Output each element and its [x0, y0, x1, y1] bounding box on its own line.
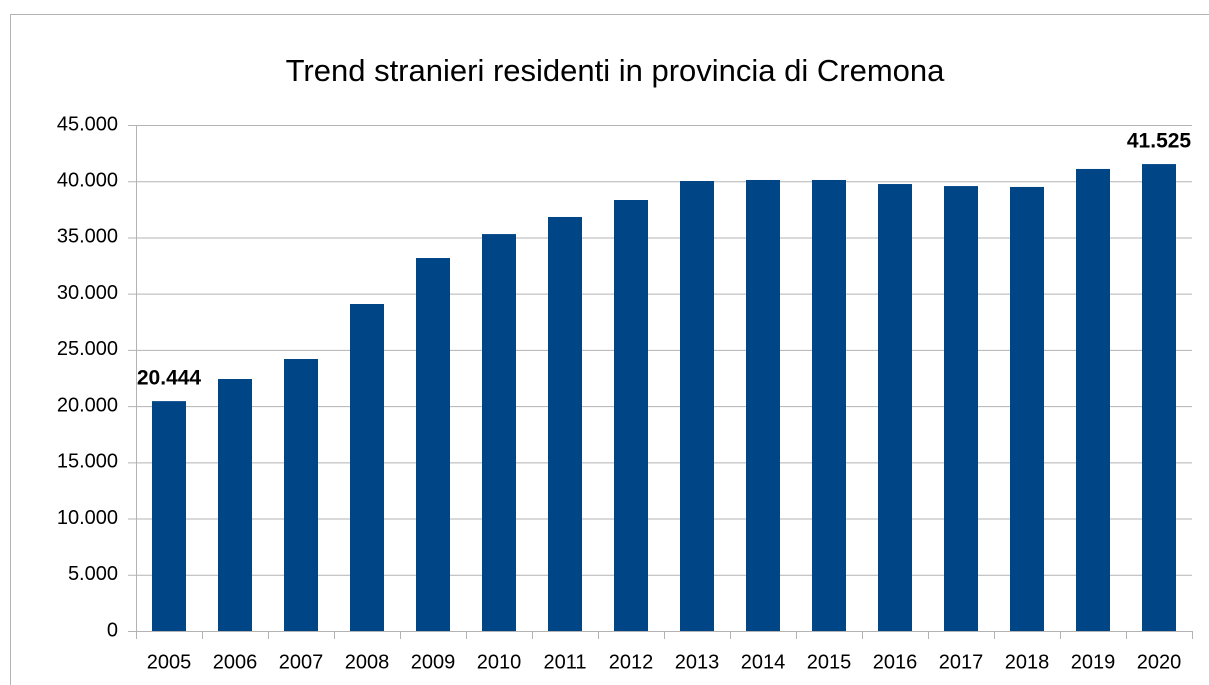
bar [680, 180, 714, 632]
y-tick-label: 40.000 [57, 170, 118, 192]
chart-title: Trend stranieri residenti in provincia d… [286, 53, 946, 88]
x-tick-label: 2020 [1137, 651, 1182, 673]
y-tick-label: 45.000 [57, 113, 118, 135]
x-tick-label: 2008 [345, 651, 390, 673]
x-tick-label: 2006 [213, 651, 258, 673]
x-tick-label: 2016 [873, 651, 918, 673]
x-tick-label: 2009 [411, 651, 456, 673]
y-tick-label: 35.000 [57, 226, 118, 248]
y-tick-label: 10.000 [57, 507, 118, 529]
y-tick-label: 30.000 [57, 282, 118, 304]
y-tick-label: 25.000 [57, 338, 118, 360]
x-tick-label: 2013 [675, 651, 720, 673]
x-tick-label: 2007 [279, 651, 324, 673]
bar [152, 401, 186, 631]
bar [284, 358, 318, 631]
x-tick-label: 2017 [939, 651, 984, 673]
bar [1142, 164, 1176, 631]
x-tick-label: 2014 [741, 651, 786, 673]
chart-border [10, 14, 1209, 685]
bar [746, 179, 780, 631]
bar [1010, 186, 1044, 631]
bar [812, 179, 846, 631]
x-tick-label: 2010 [477, 651, 522, 673]
y-tick-label: 20.000 [57, 394, 118, 416]
y-tick-label: 15.000 [57, 451, 118, 473]
bar [218, 379, 252, 631]
bar [548, 216, 582, 631]
bar [1076, 168, 1110, 632]
x-tick-label: 2011 [543, 651, 586, 673]
bar [416, 258, 450, 631]
y-tick-label: 5.000 [68, 563, 118, 585]
bar [350, 304, 384, 631]
y-tick-label: 0 [107, 619, 118, 641]
bar [614, 200, 648, 632]
bar [878, 184, 912, 632]
bar [482, 234, 516, 631]
x-tick-label: 2012 [609, 651, 654, 673]
data-label: 20.444 [137, 367, 202, 390]
x-tick-label: 2019 [1071, 651, 1116, 673]
bar [944, 186, 978, 632]
x-tick-label: 2005 [147, 651, 192, 673]
x-tick-label: 2015 [807, 651, 852, 673]
data-label: 41.525 [1127, 130, 1192, 153]
x-tick-label: 2018 [1005, 651, 1050, 673]
